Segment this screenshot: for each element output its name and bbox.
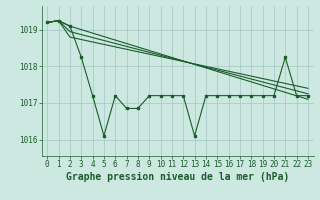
X-axis label: Graphe pression niveau de la mer (hPa): Graphe pression niveau de la mer (hPa) [66,172,289,182]
